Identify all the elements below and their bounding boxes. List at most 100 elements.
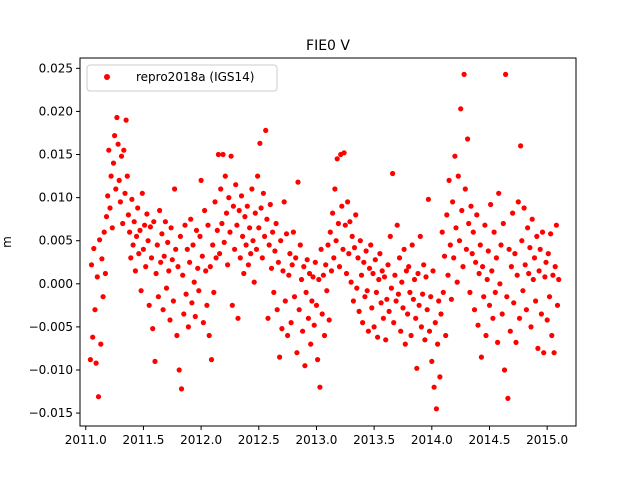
data-point	[413, 315, 419, 321]
data-point	[340, 246, 346, 252]
data-point	[446, 177, 452, 183]
data-point	[308, 341, 314, 347]
data-point	[273, 220, 279, 227]
data-point	[204, 302, 210, 308]
data-point	[154, 242, 160, 248]
data-point	[252, 210, 258, 216]
data-point	[491, 229, 497, 235]
data-point	[417, 233, 423, 239]
data-point	[265, 315, 271, 321]
data-point	[232, 246, 238, 252]
data-point	[395, 291, 401, 297]
data-point	[139, 190, 145, 196]
data-point	[277, 354, 283, 360]
data-point	[109, 225, 115, 231]
x-tick-label: 2013.0	[295, 433, 337, 447]
data-point	[309, 298, 315, 304]
data-point	[255, 173, 261, 179]
data-point	[537, 246, 543, 252]
data-point	[400, 305, 406, 311]
data-point	[444, 212, 450, 218]
data-point	[230, 203, 236, 209]
legend-box	[86, 64, 278, 92]
data-point	[249, 186, 255, 192]
data-point	[106, 147, 112, 153]
data-point	[447, 242, 453, 248]
data-point	[181, 311, 187, 317]
data-point	[213, 255, 219, 261]
data-point	[132, 268, 138, 274]
data-point	[98, 341, 104, 347]
data-point	[177, 233, 183, 239]
data-point	[386, 308, 392, 314]
data-point	[535, 345, 541, 351]
data-point	[145, 238, 151, 244]
data-point	[128, 255, 134, 261]
data-point	[287, 251, 293, 257]
data-point	[290, 229, 296, 235]
data-point	[123, 117, 129, 123]
data-point	[364, 288, 370, 294]
data-point	[552, 264, 558, 270]
data-point	[291, 294, 298, 300]
data-point	[387, 233, 393, 239]
data-point	[178, 386, 185, 392]
data-point	[490, 315, 496, 321]
data-point	[140, 246, 146, 252]
data-point	[401, 246, 407, 252]
data-point	[310, 274, 316, 280]
data-point	[424, 307, 430, 313]
data-point	[196, 288, 202, 294]
data-point	[296, 307, 302, 313]
data-point	[330, 210, 336, 216]
data-point	[497, 281, 503, 287]
data-point	[480, 264, 486, 270]
data-point	[498, 242, 504, 248]
data-point	[237, 255, 243, 261]
data-point	[538, 311, 545, 317]
data-point	[363, 248, 369, 254]
data-point	[454, 279, 460, 285]
data-point	[407, 289, 413, 295]
data-point	[461, 71, 467, 77]
data-point	[466, 220, 472, 227]
data-point	[355, 255, 361, 261]
x-tick-label: 2014.5	[468, 433, 510, 447]
data-point	[549, 332, 555, 339]
data-point	[312, 259, 318, 265]
data-point	[184, 246, 190, 252]
data-point	[465, 136, 471, 142]
data-point	[168, 225, 174, 231]
data-point	[516, 315, 523, 321]
data-point	[241, 270, 247, 277]
data-point	[125, 212, 131, 218]
data-point	[198, 177, 204, 183]
data-point	[313, 302, 320, 308]
data-point	[528, 324, 534, 330]
data-point	[193, 227, 200, 233]
data-point	[542, 274, 548, 280]
data-point	[353, 212, 359, 218]
data-point	[293, 255, 299, 261]
data-point	[341, 150, 347, 156]
y-tick-label: −0.015	[29, 406, 73, 420]
data-point	[130, 242, 136, 248]
data-point	[426, 328, 433, 334]
data-point	[460, 264, 466, 270]
data-point	[522, 262, 528, 268]
data-point	[218, 186, 224, 192]
data-point	[390, 170, 396, 177]
data-point	[286, 272, 292, 278]
data-point	[300, 328, 306, 334]
data-point	[185, 324, 191, 330]
data-point	[183, 291, 189, 297]
data-point	[365, 328, 371, 334]
data-point	[455, 173, 461, 179]
data-point	[127, 229, 133, 235]
data-point	[207, 264, 213, 270]
data-point	[368, 242, 374, 248]
data-point	[144, 211, 150, 217]
data-point	[369, 305, 375, 311]
data-point	[429, 358, 435, 364]
